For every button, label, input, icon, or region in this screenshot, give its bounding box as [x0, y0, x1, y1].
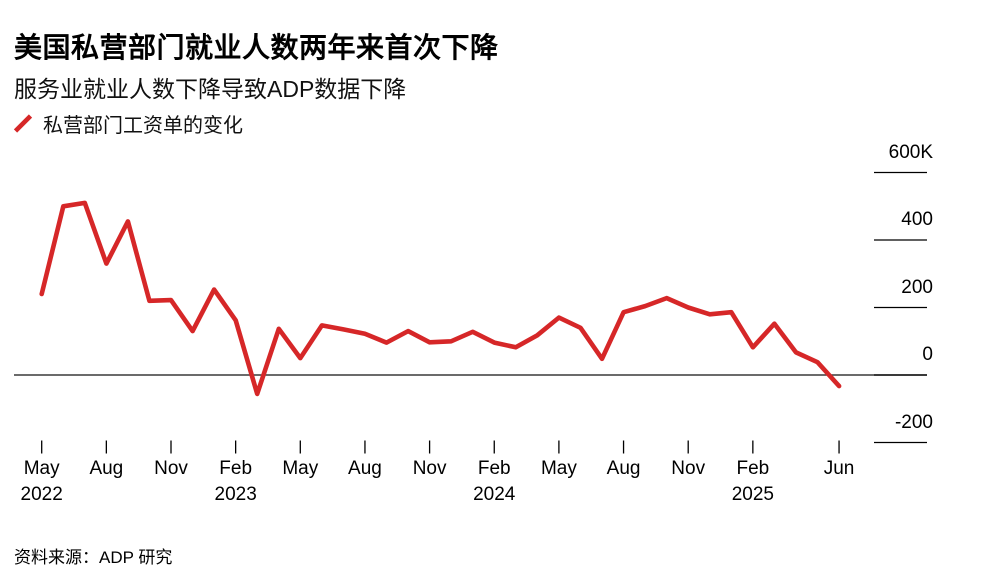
x-axis-month-label: Nov — [671, 458, 706, 479]
chart-subtitle: 服务业就业人数下降导致ADP数据下降 — [14, 76, 407, 102]
x-axis-year-label: 2025 — [731, 484, 774, 505]
x-axis-month-label: May — [540, 458, 577, 479]
x-axis-month-label: Aug — [89, 458, 124, 479]
x-axis-month-label: Aug — [348, 458, 382, 479]
y-axis-label: 200 — [901, 276, 933, 298]
x-axis-month-label: Feb — [219, 458, 253, 479]
x-axis-month-label: May — [23, 458, 60, 479]
payrolls-line — [39, 200, 842, 397]
x-axis-month-label: Feb — [736, 458, 770, 479]
x-axis-year-label: 2024 — [473, 484, 516, 505]
x-axis-month-label: Nov — [154, 458, 188, 479]
y-axis-label: 600K — [888, 141, 933, 163]
legend-line-marker-icon — [13, 113, 33, 134]
y-axis-label: -200 — [894, 411, 933, 433]
x-axis-month-label: May — [282, 458, 319, 479]
legend: 私营部门工资单的变化 — [13, 110, 243, 137]
source-note: 资料来源：ADP 研究 — [14, 548, 173, 567]
y-axis-label: 400 — [901, 209, 933, 230]
legend-series-label: 私营部门工资单的变化 — [43, 114, 243, 137]
x-axis-year-label: 2022 — [20, 484, 63, 505]
x-axis-year-label: 2023 — [214, 484, 257, 505]
chart-title: 美国私营部门就业人数两年来首次下降 — [14, 32, 499, 63]
y-axis-label: 0 — [922, 344, 933, 365]
x-axis-month-label: Nov — [412, 458, 447, 479]
x-axis-month-label: Aug — [606, 458, 641, 479]
x-axis-month-label: Jun — [823, 458, 855, 479]
x-axis-month-label: Feb — [477, 458, 511, 479]
